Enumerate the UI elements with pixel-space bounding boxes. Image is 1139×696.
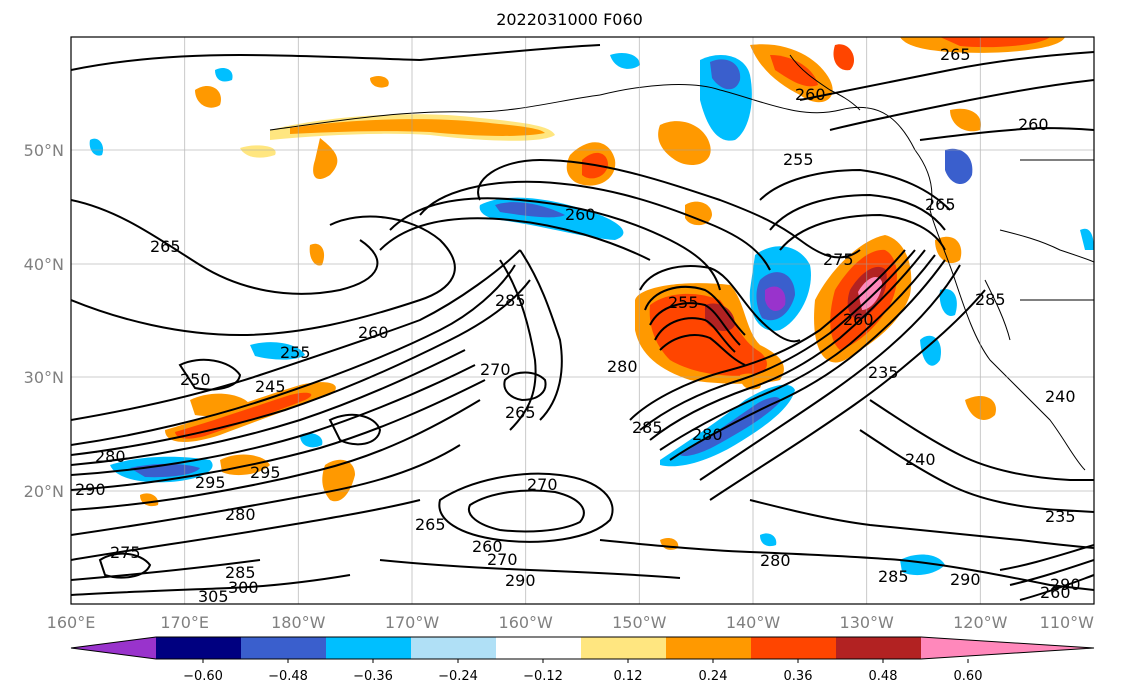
colorbar-outline [70,636,1095,660]
contour-label: 285 [495,291,526,310]
contour-label: 265 [940,45,971,64]
colorbar-label: 0.48 [869,669,898,684]
contour-label: 250 [180,370,211,389]
contour-label: 290 [505,571,536,590]
contour-label: 265 [415,515,446,534]
contour-label: 260 [472,537,503,556]
contour-label: 240 [905,450,936,469]
contour-label: 285 [632,418,663,437]
contour-label: 280 [692,425,723,444]
colorbar-segment [751,637,836,659]
colorbar-ticks [202,659,969,663]
colorbar-label: −0.12 [523,669,563,684]
colorbar: −0.60 −0.48 −0.36 −0.24 −0.12 0.12 0.24 … [70,636,1095,684]
colorbar-segment [496,637,581,659]
colorbar-segment [71,637,156,659]
y-tick-label: 50°N [24,141,64,160]
colorbar-segment [581,637,666,659]
contour-label: 260 [1018,115,1049,134]
contour-label: 280 [760,551,791,570]
contour-label: 235 [868,363,899,382]
colorbar-segment [836,637,921,659]
colorbar-label: 0.36 [784,669,813,684]
contour-label: 255 [280,343,311,362]
coastlines [269,54,1094,471]
y-tick-label: 20°N [24,482,64,501]
contour-label: 245 [255,377,286,396]
x-tick-label: 120°W [953,613,1008,632]
contour-label: 290 [75,480,106,499]
contour-label: 295 [195,473,226,492]
contour-lines [71,44,1094,601]
colorbar-segment [411,637,496,659]
map-content: 265 260 255 260 265 285 260 255 250 245 … [71,37,1094,606]
contour-label: 265 [925,195,956,214]
x-tick-label: 160°W [499,613,554,632]
contour-label: 260 [565,205,596,224]
x-tick-label: 140°W [726,613,781,632]
contour-label: 285 [878,567,909,586]
colorbar-label: −0.60 [183,669,223,684]
colorbar-segment [156,637,241,659]
x-tick-label: 160°E [47,613,96,632]
x-tick-label: 110°W [1040,613,1095,632]
contour-label: 290 [950,570,981,589]
contour-label: 280 [607,357,638,376]
map-title: 2022031000 F060 [496,10,643,29]
colorbar-label: −0.36 [353,669,393,684]
contour-label: 240 [1045,387,1076,406]
contour-label: 295 [250,463,281,482]
shaded-field [89,37,1094,576]
x-tick-label: 130°W [840,613,895,632]
contour-label: 255 [668,293,699,312]
colorbar-label: −0.24 [438,669,478,684]
x-tick-label: 150°W [612,613,667,632]
contour-label: 260 [843,310,874,329]
colorbar-segment [241,637,326,659]
contour-label: 260 [1040,583,1071,602]
contour-label: 265 [505,403,536,422]
contour-label: 260 [795,85,826,104]
y-axis-labels: 50°N 40°N 30°N 20°N [24,141,64,501]
contour-label: 260 [358,323,389,342]
x-tick-label: 170°E [160,613,209,632]
contour-label: 305 [198,587,229,606]
contour-labels: 265 260 255 260 265 285 260 255 250 245 … [75,45,1081,606]
contour-label: 300 [228,578,259,597]
contour-label: 270 [487,550,518,569]
colorbar-segment [921,637,1094,659]
contour-label: 280 [225,505,256,524]
map-border [70,36,1095,605]
contour-label: 265 [150,237,181,256]
gridlines [71,37,1094,604]
contour-label: 280 [95,447,126,466]
contour-label: 255 [783,150,814,169]
colorbar-label: 0.12 [614,669,643,684]
x-tick-label: 180°W [271,613,326,632]
contour-label: 270 [527,475,558,494]
contour-label: 270 [480,360,511,379]
contour-label: 235 [1045,507,1076,526]
colorbar-label: 0.24 [699,669,728,684]
contour-label: 290 [1050,575,1081,594]
contour-label: 275 [823,250,854,269]
y-tick-label: 30°N [24,368,64,387]
contour-label: 285 [225,563,256,582]
contour-label: 275 [110,543,141,562]
contour-label: 285 [975,290,1006,309]
colorbar-segment [666,637,751,659]
y-tick-label: 40°N [24,255,64,274]
x-tick-label: 170°W [385,613,440,632]
colorbar-label: 0.60 [954,669,983,684]
colorbar-segment [326,637,411,659]
colorbar-label: −0.48 [268,669,308,684]
x-axis-labels: 160°E 170°E 180°W 170°W 160°W 150°W 140°… [47,613,1095,632]
